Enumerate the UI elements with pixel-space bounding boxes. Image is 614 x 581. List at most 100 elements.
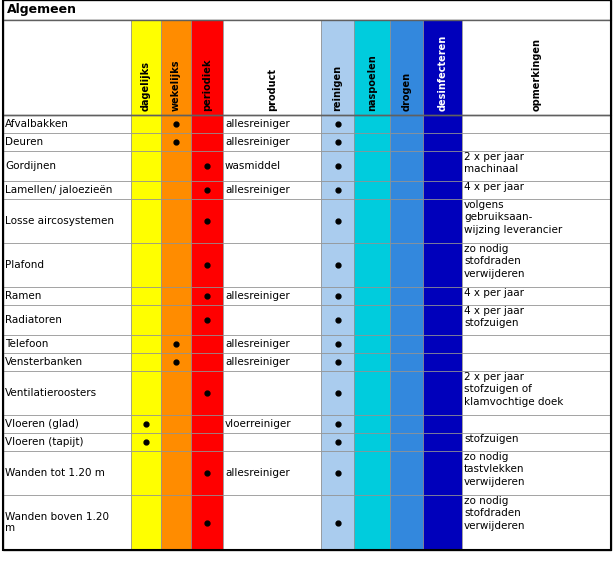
- Bar: [223, 20, 321, 115]
- Bar: [3, 433, 131, 451]
- Bar: [321, 433, 354, 451]
- Bar: [161, 353, 191, 371]
- Bar: [321, 20, 354, 115]
- Bar: [354, 451, 390, 495]
- Bar: [191, 181, 223, 199]
- Bar: [462, 287, 611, 305]
- Bar: [462, 243, 611, 287]
- Bar: [223, 181, 321, 199]
- Bar: [354, 335, 390, 353]
- Text: desinfecteren: desinfecteren: [438, 35, 448, 111]
- Text: allesreiniger: allesreiniger: [225, 291, 290, 301]
- Bar: [354, 199, 390, 243]
- Bar: [131, 335, 161, 353]
- Bar: [390, 199, 423, 243]
- Bar: [390, 305, 423, 335]
- Bar: [191, 335, 223, 353]
- Bar: [161, 287, 191, 305]
- Bar: [423, 115, 462, 133]
- Bar: [354, 305, 390, 335]
- Bar: [191, 20, 223, 115]
- Text: Ramen: Ramen: [5, 291, 41, 301]
- Bar: [423, 151, 462, 181]
- Bar: [191, 115, 223, 133]
- Bar: [321, 199, 354, 243]
- Bar: [3, 199, 131, 243]
- Text: allesreiniger: allesreiniger: [225, 468, 290, 478]
- Text: allesreiniger: allesreiniger: [225, 357, 290, 367]
- Bar: [462, 371, 611, 415]
- Bar: [390, 433, 423, 451]
- Bar: [462, 353, 611, 371]
- Bar: [390, 133, 423, 151]
- Bar: [3, 0, 611, 20]
- Bar: [3, 20, 131, 115]
- Text: periodiek: periodiek: [202, 59, 212, 111]
- Bar: [390, 181, 423, 199]
- Bar: [321, 287, 354, 305]
- Bar: [223, 371, 321, 415]
- Bar: [131, 433, 161, 451]
- Bar: [462, 415, 611, 433]
- Bar: [191, 133, 223, 151]
- Text: allesreiniger: allesreiniger: [225, 185, 290, 195]
- Bar: [161, 451, 191, 495]
- Bar: [321, 243, 354, 287]
- Bar: [462, 133, 611, 151]
- Bar: [462, 181, 611, 199]
- Bar: [3, 115, 611, 550]
- Bar: [131, 115, 161, 133]
- Text: Plafond: Plafond: [5, 260, 44, 270]
- Bar: [131, 371, 161, 415]
- Bar: [161, 305, 191, 335]
- Text: Afvalbakken: Afvalbakken: [5, 119, 69, 129]
- Bar: [462, 20, 611, 115]
- Bar: [321, 151, 354, 181]
- Bar: [390, 151, 423, 181]
- Bar: [462, 115, 611, 133]
- Bar: [423, 495, 462, 550]
- Text: wasmiddel: wasmiddel: [225, 161, 281, 171]
- Text: zo nodig
stofdraden
verwijderen: zo nodig stofdraden verwijderen: [464, 496, 526, 531]
- Bar: [131, 243, 161, 287]
- Bar: [161, 495, 191, 550]
- Bar: [161, 335, 191, 353]
- Bar: [3, 133, 131, 151]
- Bar: [462, 433, 611, 451]
- Bar: [462, 151, 611, 181]
- Bar: [321, 415, 354, 433]
- Text: wekelijks: wekelijks: [171, 59, 181, 111]
- Bar: [3, 305, 131, 335]
- Text: volgens
gebruiksaan-
wijzing leverancier: volgens gebruiksaan- wijzing leverancier: [464, 200, 562, 235]
- Bar: [321, 181, 354, 199]
- Bar: [223, 243, 321, 287]
- Bar: [423, 133, 462, 151]
- Bar: [223, 451, 321, 495]
- Bar: [354, 20, 390, 115]
- Text: Losse aircosystemen: Losse aircosystemen: [5, 216, 114, 226]
- Bar: [390, 353, 423, 371]
- Text: Telefoon: Telefoon: [5, 339, 49, 349]
- Bar: [423, 335, 462, 353]
- Bar: [131, 305, 161, 335]
- Bar: [321, 305, 354, 335]
- Text: Vensterbanken: Vensterbanken: [5, 357, 83, 367]
- Bar: [161, 151, 191, 181]
- Bar: [3, 115, 131, 133]
- Bar: [131, 133, 161, 151]
- Bar: [223, 115, 321, 133]
- Bar: [354, 353, 390, 371]
- Bar: [223, 433, 321, 451]
- Text: vloerreiniger: vloerreiniger: [225, 419, 292, 429]
- Text: naspoelen: naspoelen: [367, 54, 377, 111]
- Text: zo nodig
stofdraden
verwijderen: zo nodig stofdraden verwijderen: [464, 244, 526, 279]
- Bar: [423, 181, 462, 199]
- Text: Lamellen/ jaloezieën: Lamellen/ jaloezieën: [5, 185, 112, 195]
- Bar: [161, 115, 191, 133]
- Bar: [3, 353, 131, 371]
- Text: Ventilatieroosters: Ventilatieroosters: [5, 388, 97, 398]
- Bar: [321, 335, 354, 353]
- Bar: [462, 451, 611, 495]
- Bar: [390, 415, 423, 433]
- Bar: [131, 20, 161, 115]
